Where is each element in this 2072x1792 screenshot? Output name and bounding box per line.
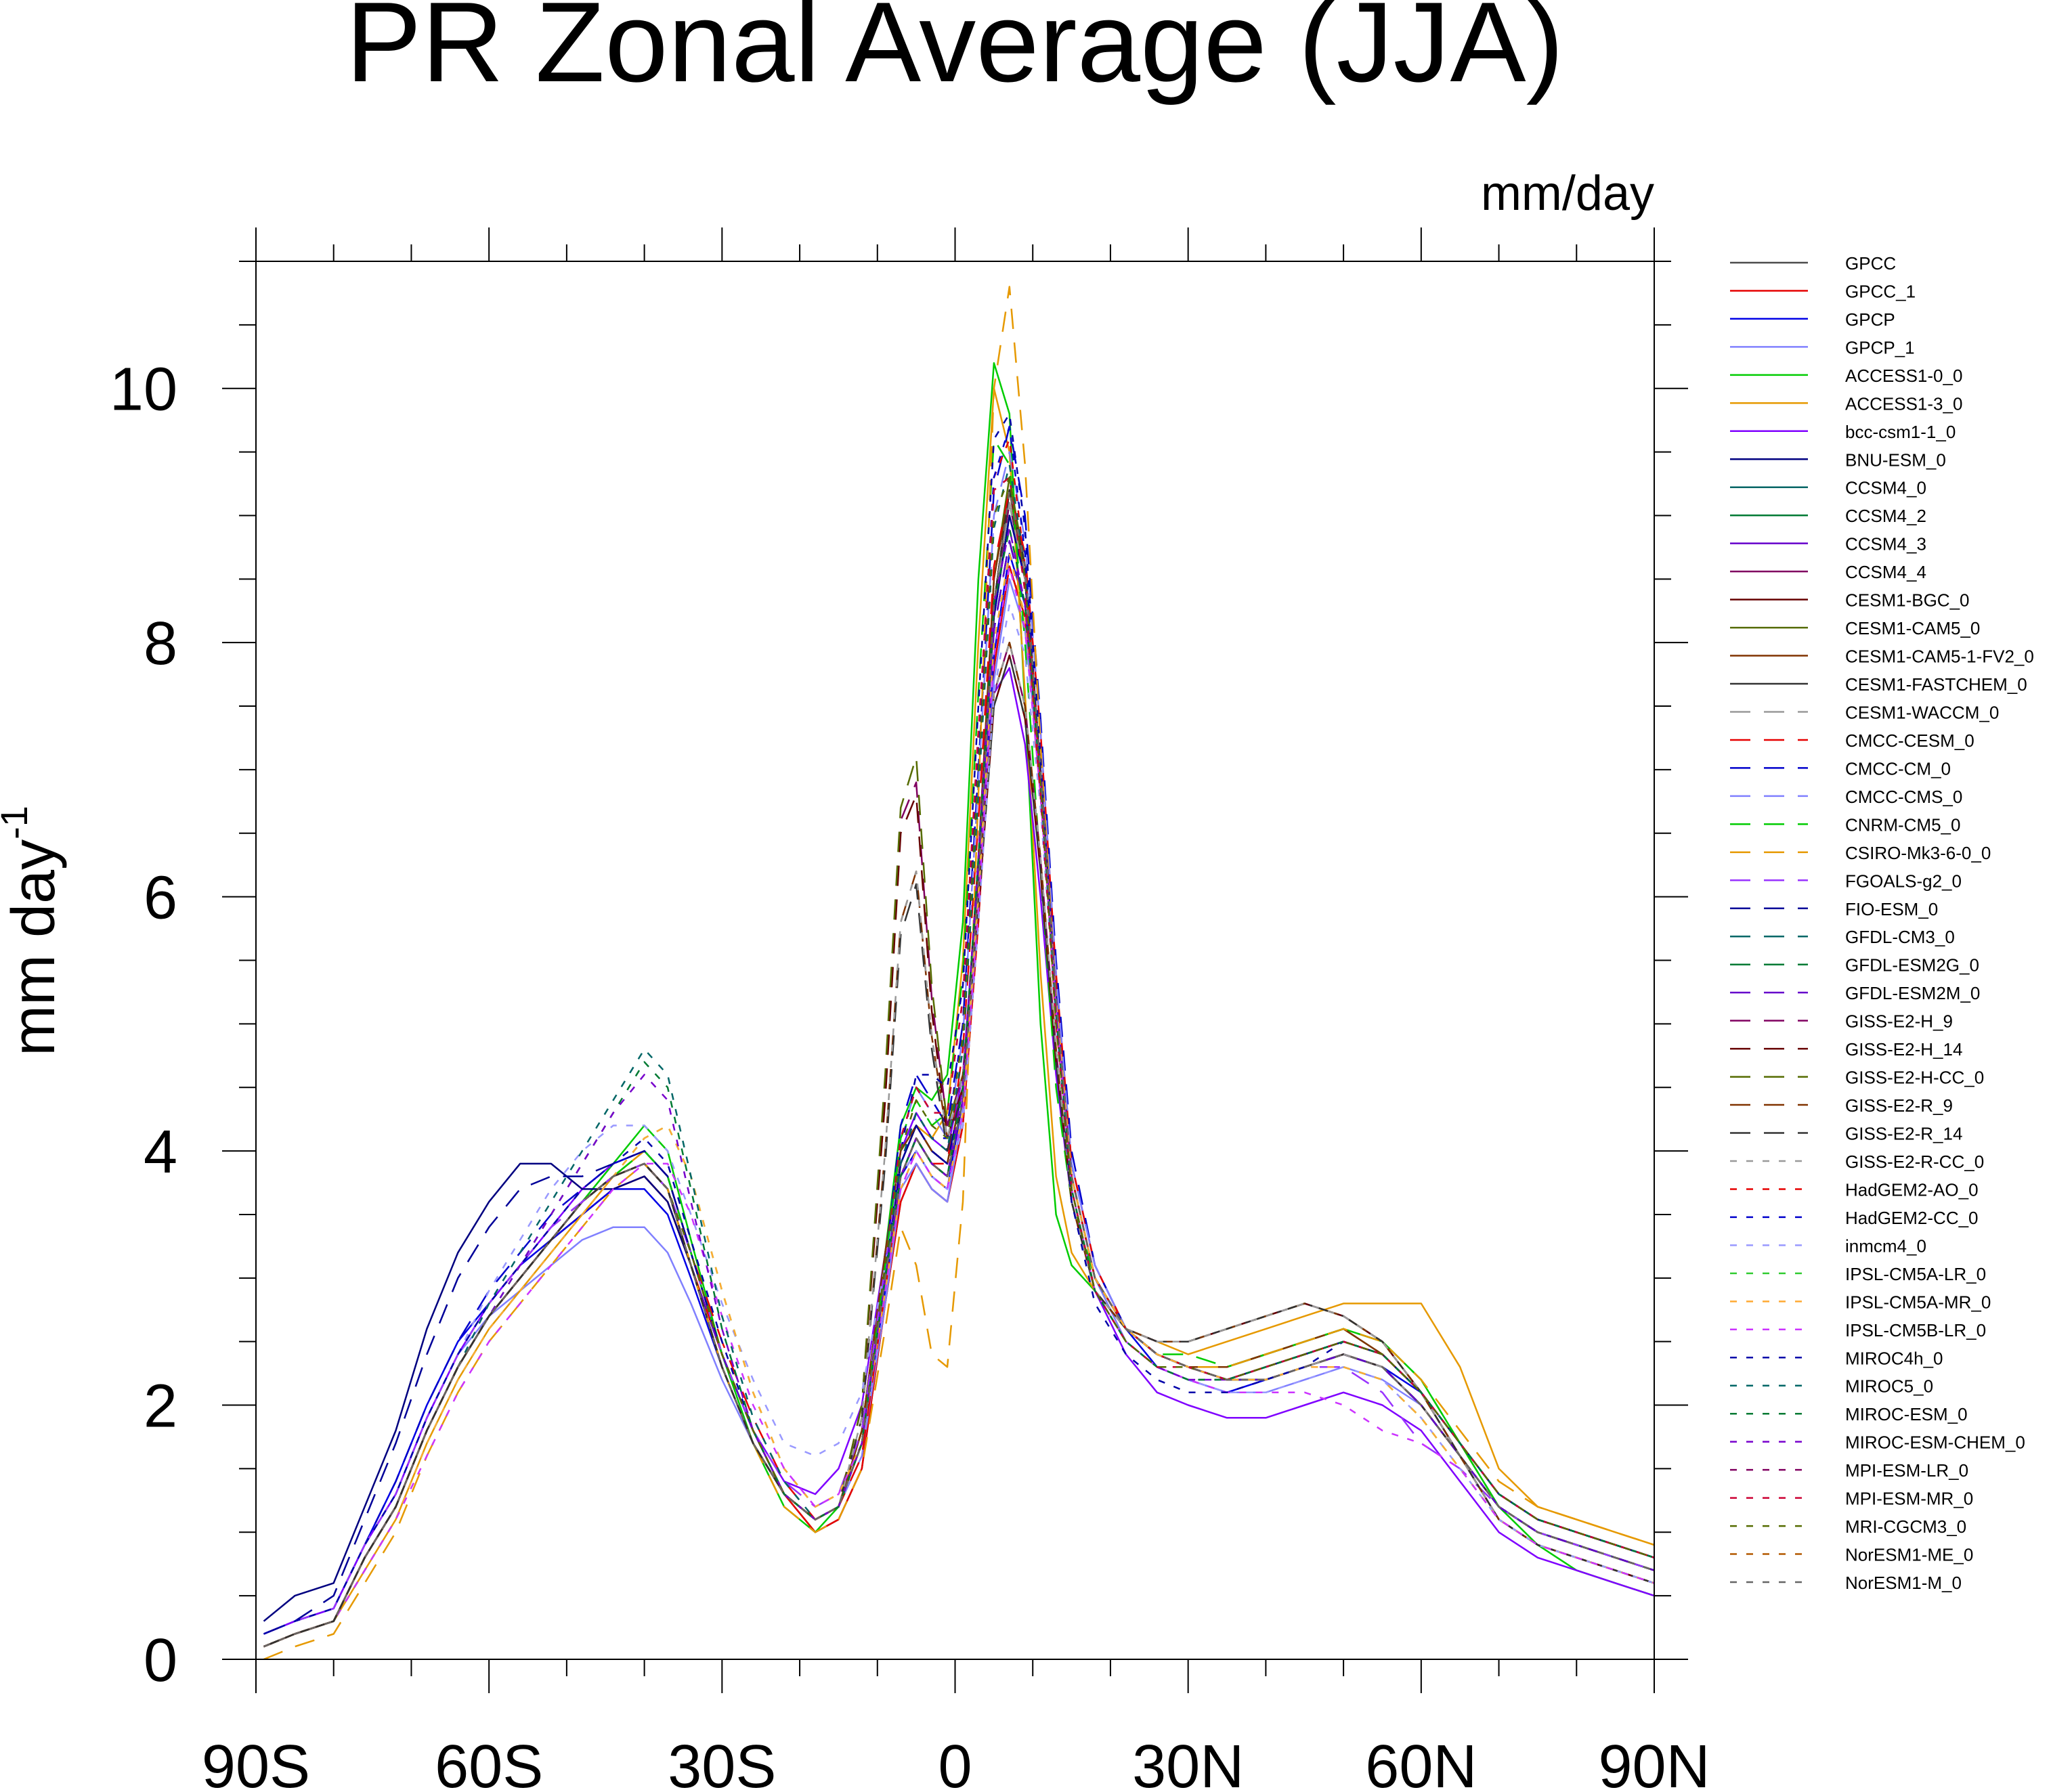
series-line-47 — [263, 489, 1655, 1648]
legend-label-40: MIROC5_0 — [1845, 1376, 1933, 1397]
y-tick-label-5: 10 — [110, 356, 177, 424]
legend-label-9: CCSM4_2 — [1845, 506, 1926, 526]
x-tick-label-0: 90S — [202, 1733, 310, 1792]
legend-label-15: CESM1-FASTCHEM_0 — [1845, 674, 2027, 695]
legend-label-5: ACCESS1-3_0 — [1845, 393, 1962, 414]
series-line-3 — [263, 578, 1655, 1635]
legend-label-26: GFDL-ESM2M_0 — [1845, 983, 1980, 1003]
legend-label-24: GFDL-CM3_0 — [1845, 927, 1955, 947]
legend-label-2: GPCP — [1845, 309, 1895, 330]
legend-label-28: GISS-E2-H_14 — [1845, 1039, 1962, 1059]
series-line-45 — [263, 476, 1655, 1648]
series-line-41 — [263, 527, 1655, 1648]
x-tick-label-4: 30N — [1132, 1733, 1244, 1792]
legend: GPCC GPCC_1 GPCP GPCP_1 ACCESS1-0_0 ACCESS1-3… — [1730, 253, 2034, 1593]
legend-label-43: MPI-ESM-LR_0 — [1845, 1460, 1968, 1481]
y-tick-label-2: 4 — [144, 1118, 177, 1186]
legend-label-37: IPSL-CM5A-MR_0 — [1845, 1292, 1991, 1312]
x-tick-label-6: 90N — [1598, 1733, 1710, 1792]
series-line-14 — [263, 489, 1655, 1648]
legend-label-19: CMCC-CMS_0 — [1845, 787, 1962, 807]
legend-label-8: CCSM4_0 — [1845, 478, 1926, 498]
legend-label-38: IPSL-CM5B-LR_0 — [1845, 1320, 1986, 1340]
legend-label-39: MIROC4h_0 — [1845, 1348, 1943, 1368]
x-tick-label-2: 30S — [668, 1733, 776, 1792]
series-line-46 — [263, 489, 1655, 1648]
series-line-33 — [263, 438, 1655, 1648]
legend-label-1: GPCC_1 — [1845, 281, 1916, 301]
series-line-20 — [263, 438, 1655, 1648]
legend-label-34: HadGEM2-CC_0 — [1845, 1208, 1979, 1228]
legend-label-3: GPCP_1 — [1845, 337, 1915, 357]
legend-label-47: NorESM1-M_0 — [1845, 1573, 1962, 1593]
legend-label-20: CNRM-CM5_0 — [1845, 814, 1960, 835]
chart-title: PR Zonal Average (JJA) — [345, 0, 1563, 106]
legend-label-11: CCSM4_4 — [1845, 562, 1926, 582]
legend-label-21: CSIRO-Mk3-6-0_0 — [1845, 843, 1991, 863]
series-line-19 — [263, 451, 1655, 1635]
y-tick-label-1: 2 — [144, 1373, 177, 1441]
legend-label-4: ACCESS1-0_0 — [1845, 366, 1962, 386]
series-line-10 — [263, 489, 1655, 1648]
series-line-7 — [263, 515, 1655, 1622]
x-tick-label-3: 0 — [938, 1733, 972, 1792]
legend-label-33: HadGEM2-AO_0 — [1845, 1179, 1979, 1200]
legend-label-25: GFDL-ESM2G_0 — [1845, 955, 1979, 976]
legend-label-42: MIROC-ESM-CHEM_0 — [1845, 1433, 2025, 1453]
legend-label-46: NorESM1-ME_0 — [1845, 1545, 1973, 1565]
legend-label-30: GISS-E2-R_9 — [1845, 1095, 1953, 1116]
units-label: mm/day — [1481, 167, 1654, 221]
legend-label-16: CESM1-WACCM_0 — [1845, 702, 1999, 722]
x-tick-label-5: 60N — [1365, 1733, 1477, 1792]
legend-label-18: CMCC-CM_0 — [1845, 758, 1951, 779]
series-line-8 — [263, 489, 1655, 1648]
legend-label-29: GISS-E2-H-CC_0 — [1845, 1068, 1984, 1088]
axis-ticks: 90S 60S 30S 0 30N 60N 90N 0 2 4 6 8 10 — [110, 227, 1710, 1792]
series-line-28 — [263, 654, 1655, 1648]
legend-label-45: MRI-CGCM3_0 — [1845, 1516, 1966, 1537]
series-line-38 — [263, 565, 1655, 1648]
legend-label-0: GPCC — [1845, 253, 1896, 274]
series-line-21 — [263, 286, 1655, 1661]
series-line-12 — [263, 489, 1655, 1648]
legend-label-32: GISS-E2-R-CC_0 — [1845, 1152, 1984, 1172]
legend-label-14: CESM1-CAM5-1-FV2_0 — [1845, 647, 2034, 667]
legend-label-44: MPI-ESM-MR_0 — [1845, 1489, 1973, 1509]
legend-label-12: CESM1-BGC_0 — [1845, 590, 1970, 611]
series-line-5 — [263, 387, 1655, 1648]
series-line-39 — [263, 413, 1655, 1635]
legend-label-41: MIROC-ESM_0 — [1845, 1404, 1968, 1424]
series-line-15 — [263, 489, 1655, 1648]
series-line-18 — [263, 425, 1655, 1635]
legend-label-27: GISS-E2-H_9 — [1845, 1011, 1953, 1032]
legend-label-10: CCSM4_3 — [1845, 534, 1926, 554]
legend-label-7: BNU-ESM_0 — [1845, 450, 1946, 470]
series-line-6 — [263, 667, 1655, 1635]
legend-label-6: bcc-csm1-1_0 — [1845, 422, 1956, 442]
y-axis-label: mm day-1 — [0, 806, 68, 1056]
y-tick-label-3: 6 — [144, 865, 177, 932]
y-tick-label-4: 8 — [144, 610, 177, 678]
legend-label-31: GISS-E2-R_14 — [1845, 1124, 1962, 1144]
y-axis-label-text: mm day — [0, 839, 68, 1056]
series-line-31 — [263, 654, 1655, 1648]
y-tick-label-0: 0 — [144, 1627, 177, 1695]
series-layer — [263, 286, 1655, 1661]
legend-label-17: CMCC-CESM_0 — [1845, 730, 1974, 751]
legend-label-36: IPSL-CM5A-LR_0 — [1845, 1264, 1986, 1284]
x-tick-label-1: 60S — [435, 1733, 543, 1792]
y-axis-label-exponent: -1 — [0, 806, 35, 839]
legend-label-35: inmcm4_0 — [1845, 1236, 1926, 1256]
legend-label-13: CESM1-CAM5_0 — [1845, 618, 1980, 638]
legend-label-23: FIO-ESM_0 — [1845, 899, 1938, 919]
legend-label-22: FGOALS-g2_0 — [1845, 871, 1962, 891]
